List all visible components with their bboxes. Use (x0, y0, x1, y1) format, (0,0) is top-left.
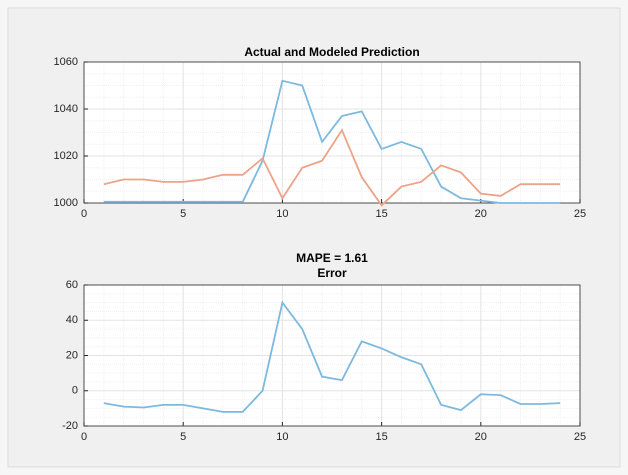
data-line (103, 300, 561, 413)
axes-box (83, 284, 581, 427)
y-tick-label: -20 (62, 420, 78, 432)
x-tick-label: 5 (180, 208, 186, 220)
y-tick-label: 40 (66, 314, 78, 326)
chart-title: MAPE = 1.61 (296, 251, 368, 265)
x-tick-label: 25 (574, 431, 586, 443)
y-tick-label: 60 (66, 279, 78, 291)
y-tick-label: 20 (66, 349, 78, 361)
y-tick-label: 1020 (54, 150, 78, 162)
data-line (103, 128, 561, 207)
x-tick-label: 15 (375, 208, 387, 220)
x-tick-label: 0 (81, 208, 87, 220)
x-tick-label: 0 (81, 431, 87, 443)
x-tick-label: 20 (475, 431, 487, 443)
y-tick-label: 0 (72, 385, 78, 397)
chart-subtitle: Error (317, 266, 347, 280)
x-tick-label: 15 (375, 431, 387, 443)
chart-title: Actual and Modeled Prediction (244, 45, 419, 59)
y-tick-label: 1060 (54, 56, 78, 68)
data-line (103, 79, 561, 204)
y-tick-label: 1000 (54, 197, 78, 209)
y-tick-label: 1040 (54, 103, 78, 115)
x-tick-label: 25 (574, 208, 586, 220)
x-tick-label: 20 (475, 208, 487, 220)
axes-box (83, 61, 581, 204)
x-tick-label: 10 (276, 431, 288, 443)
x-tick-label: 5 (180, 431, 186, 443)
x-tick-label: 10 (276, 208, 288, 220)
